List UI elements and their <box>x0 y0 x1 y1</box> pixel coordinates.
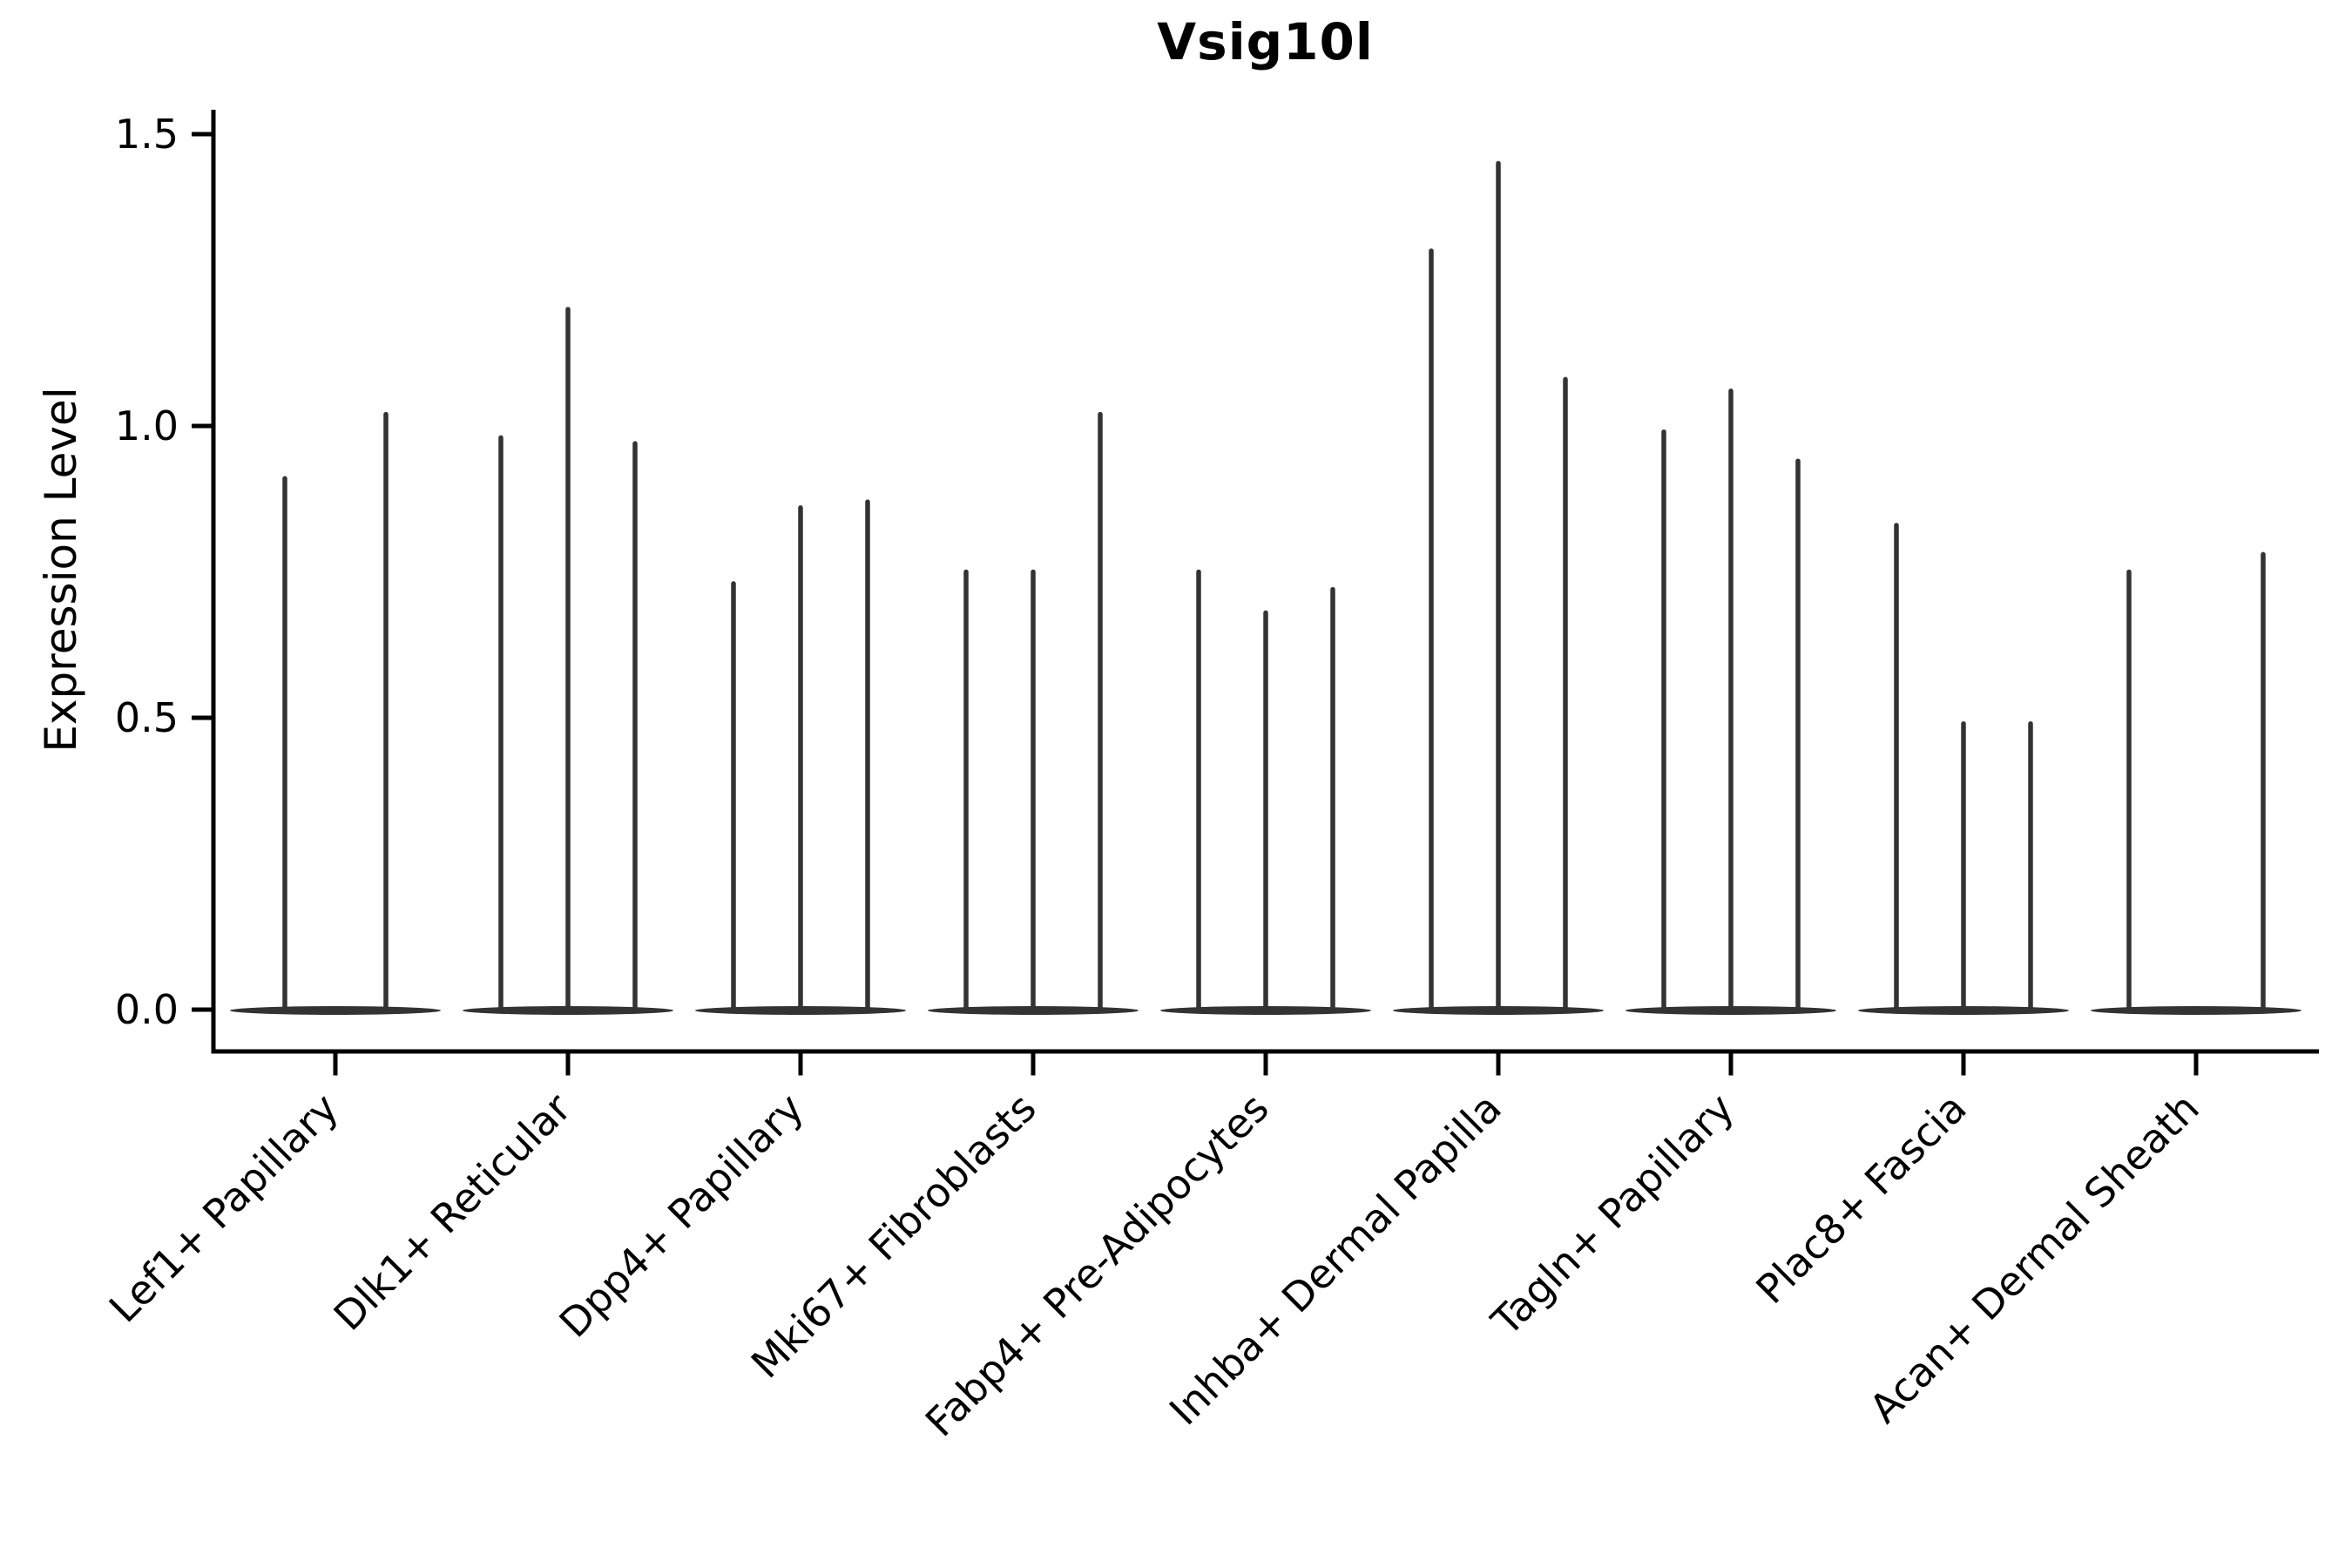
violin-base <box>463 1006 673 1015</box>
violin-base <box>230 1006 441 1015</box>
y-tick-label: 0.5 <box>115 694 179 741</box>
violin-base <box>695 1006 906 1015</box>
violin-base <box>2091 1006 2301 1015</box>
x-category-label: Dpp4+ Papillary <box>551 1085 813 1347</box>
x-category-label: Tagln+ Papillary <box>1482 1085 1743 1346</box>
violin-base <box>1393 1006 1604 1015</box>
y-tick-label: 1.0 <box>115 402 179 449</box>
x-category-label: Plac8+ Fascia <box>1747 1085 1975 1313</box>
chart-title: Vsig10l <box>1157 12 1374 71</box>
y-axis-title: Expression Level <box>36 387 86 753</box>
x-category-label: Lef1+ Papillary <box>100 1085 348 1332</box>
y-tick-label: 0.0 <box>115 986 179 1033</box>
violin-base <box>1625 1006 1836 1015</box>
x-category-label: Dlk1+ Reticular <box>325 1085 580 1340</box>
y-tick-label: 1.5 <box>115 111 179 158</box>
violin-base <box>928 1006 1139 1015</box>
violin-base <box>1160 1006 1371 1015</box>
violin-base <box>1858 1006 2069 1015</box>
